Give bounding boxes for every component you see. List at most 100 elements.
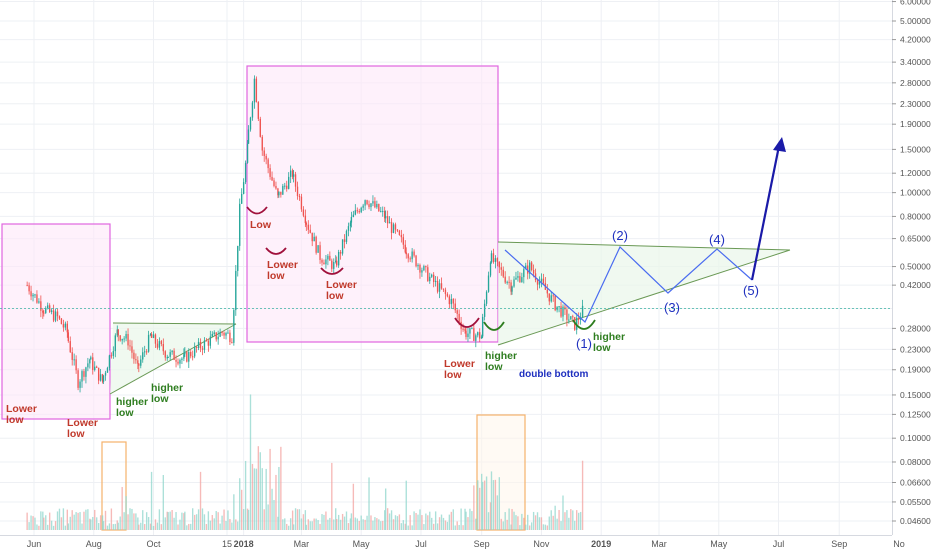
volume-bar <box>30 515 32 530</box>
volume-bar <box>116 520 118 530</box>
volume-bar <box>207 511 210 530</box>
candle-body <box>492 253 495 262</box>
volume-bar <box>296 509 299 530</box>
candle-body <box>140 359 142 366</box>
candle-body <box>131 346 133 353</box>
candle-body <box>523 269 525 278</box>
candle-body <box>66 323 68 333</box>
candle-body <box>96 366 98 368</box>
volume-bar <box>480 473 483 530</box>
wave-path <box>504 245 753 323</box>
volume-bar <box>429 511 431 530</box>
volume-bar <box>368 477 370 530</box>
x-tick-label: 2018 <box>234 539 254 549</box>
candle-body <box>475 335 477 341</box>
candle-body <box>446 294 449 297</box>
volume-bar <box>81 523 83 530</box>
volume-bar <box>345 511 348 530</box>
candle-body <box>296 186 299 197</box>
candle-body <box>498 261 501 268</box>
candle-body <box>173 350 175 360</box>
volume-bar <box>173 517 175 530</box>
volume-bar <box>407 525 409 530</box>
candle-body <box>425 266 427 268</box>
volume-bar <box>438 517 441 530</box>
candle-body <box>345 230 348 242</box>
volume-bar <box>425 513 427 530</box>
volume-bar <box>110 508 113 530</box>
volume-bar <box>434 511 437 530</box>
volume-bar <box>213 518 215 530</box>
candle-body <box>119 335 121 341</box>
volume-bar <box>147 517 150 530</box>
volume-bar <box>570 509 572 530</box>
candle-body <box>513 279 515 287</box>
candle-body <box>315 236 317 253</box>
volume-bar <box>548 516 550 530</box>
candle-body <box>364 200 366 206</box>
volume-bar <box>171 510 173 530</box>
volume-bar <box>581 460 584 530</box>
volume-bar <box>90 519 92 530</box>
volume-bar <box>96 517 98 530</box>
volume-bar <box>350 513 353 530</box>
volume-bar <box>229 519 231 530</box>
candle-body <box>540 278 543 282</box>
y-tick-label: 6.00000 <box>900 0 931 7</box>
volume-bar <box>360 515 362 530</box>
volume-bar <box>135 513 137 530</box>
volume-bar <box>257 446 260 530</box>
candle-body <box>307 224 309 230</box>
annotation-label: double bottom <box>519 369 589 380</box>
volume-bar <box>323 514 325 530</box>
volume-bar <box>263 509 265 530</box>
candle-body <box>429 276 431 282</box>
volume-bar <box>396 516 399 530</box>
annotation-label: higher low <box>116 396 148 419</box>
candle-body <box>405 252 407 255</box>
candle-body <box>419 264 421 273</box>
annotation-label: higher low <box>593 331 625 354</box>
volume-bar <box>471 511 473 530</box>
annotation-label: Lower low <box>267 259 298 282</box>
trendline-support-1 <box>109 323 237 395</box>
candle-body <box>195 346 198 349</box>
candle-body <box>456 310 458 314</box>
volume-bar <box>327 519 329 530</box>
wave-arrow-head <box>773 137 786 152</box>
volume-bar <box>564 512 566 530</box>
volume-bar <box>34 517 36 530</box>
volume-bar <box>158 509 161 530</box>
volume-bar <box>538 517 541 530</box>
y-tick-label: 0.04600 <box>900 516 931 526</box>
y-tick-label: 2.30000 <box>900 99 931 109</box>
volume-bar <box>179 519 181 530</box>
candle-body <box>431 274 433 277</box>
candle-body <box>152 334 155 338</box>
volume-bar <box>45 515 47 530</box>
candle-body <box>286 185 288 189</box>
candle-body <box>294 174 297 187</box>
volume-bar <box>125 496 127 530</box>
volume-bar <box>112 524 115 530</box>
volume-bar <box>339 519 342 530</box>
volume-bar <box>77 512 79 530</box>
candle-body <box>317 245 319 253</box>
candle-body <box>319 245 321 260</box>
candle-body <box>473 328 475 341</box>
bottom-arc-marker <box>572 319 596 330</box>
volume-bar <box>54 521 57 530</box>
candle-body <box>440 283 443 289</box>
volume-bar <box>358 521 360 530</box>
volume-bar <box>460 508 462 530</box>
volume-bar <box>506 519 508 530</box>
candle-body <box>432 274 435 282</box>
volume-bar <box>494 479 497 530</box>
candle-body <box>421 270 423 273</box>
candle-body <box>97 367 100 381</box>
volume-bar <box>255 468 258 530</box>
candle-body <box>313 236 315 242</box>
volume-bar <box>477 480 479 530</box>
volume-bar <box>487 512 490 530</box>
